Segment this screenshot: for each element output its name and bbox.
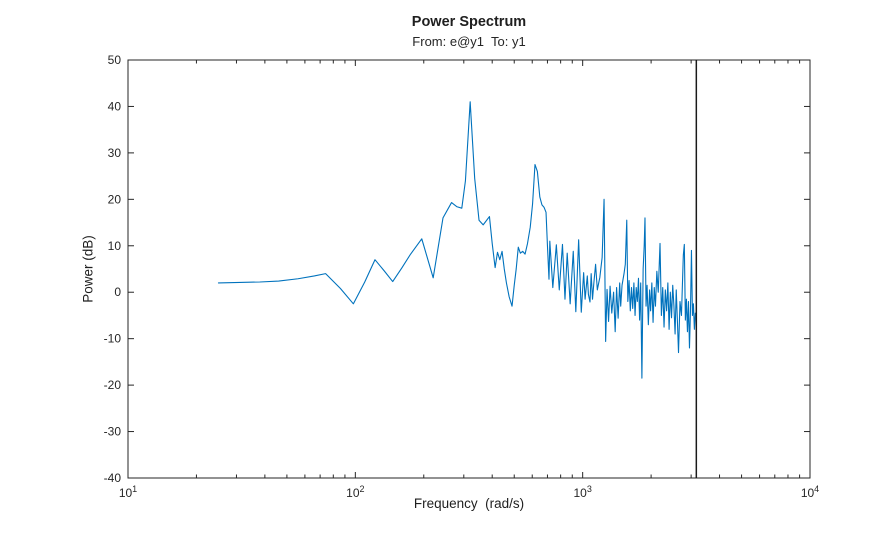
y-tick-label: 10 xyxy=(108,239,122,253)
y-tick-label: 0 xyxy=(114,285,121,299)
y-tick-label: 50 xyxy=(108,53,122,67)
plot-subtitle: From: e@y1 To: y1 xyxy=(412,34,526,49)
plot-title: Power Spectrum xyxy=(411,14,527,30)
y-tick-label: -10 xyxy=(104,332,122,346)
axes-box xyxy=(127,59,811,479)
y-tick-label: 20 xyxy=(108,192,122,206)
power-spectrum-line xyxy=(217,101,696,379)
y-tick-label: 40 xyxy=(108,99,122,113)
y-axis-label: Power (dB) xyxy=(80,235,96,303)
y-tick-label: -40 xyxy=(104,471,122,485)
y-tick-label: 30 xyxy=(108,146,122,160)
y-tick-label: -20 xyxy=(104,378,122,392)
x-axis-label: Frequency (rad/s) xyxy=(413,496,525,511)
y-tick-label: -30 xyxy=(104,425,122,439)
